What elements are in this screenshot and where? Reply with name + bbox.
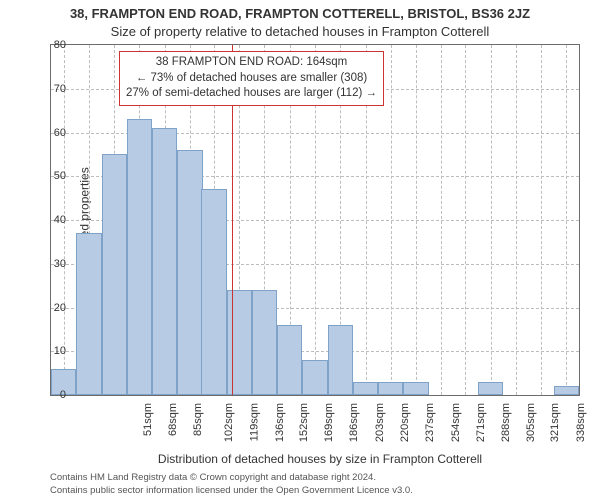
x-tick-label: 220sqm (399, 403, 411, 442)
gridline-v (465, 45, 466, 395)
x-tick-label: 102sqm (224, 403, 236, 442)
gridline-v (566, 45, 567, 395)
gridline-v (391, 45, 392, 395)
annotation-box: 38 FRAMPTON END ROAD: 164sqm← 73% of det… (119, 51, 384, 106)
histogram-bar (478, 382, 503, 395)
histogram-bar (302, 360, 327, 395)
x-tick-label: 186sqm (349, 403, 361, 442)
footer-license: Contains public sector information licen… (50, 485, 413, 496)
x-tick-label: 237sqm (424, 403, 436, 442)
histogram-bar (252, 290, 277, 395)
histogram-bar (102, 154, 127, 395)
x-tick-label: 254sqm (450, 403, 462, 442)
histogram-bar (554, 386, 579, 395)
histogram-bar (152, 128, 177, 395)
footer-copyright: Contains HM Land Registry data © Crown c… (50, 472, 376, 483)
y-tick-label: 0 (36, 389, 66, 401)
x-tick-label: 85sqm (192, 403, 204, 436)
y-tick-label: 40 (36, 214, 66, 226)
chart-root: 38, FRAMPTON END ROAD, FRAMPTON COTTEREL… (0, 0, 600, 500)
x-axis-label: Distribution of detached houses by size … (50, 452, 590, 466)
y-tick-label: 60 (36, 127, 66, 139)
histogram-bar (403, 382, 428, 395)
y-tick-label: 80 (36, 39, 66, 51)
histogram-bar (277, 325, 302, 395)
x-tick-label: 68sqm (167, 403, 179, 436)
x-tick-label: 169sqm (323, 403, 335, 442)
x-tick-label: 271sqm (475, 403, 487, 442)
histogram-bar (201, 189, 226, 395)
histogram-bar (353, 382, 378, 395)
x-tick-label: 338sqm (575, 403, 587, 442)
gridline-v (441, 45, 442, 395)
x-tick-label: 305sqm (526, 403, 538, 442)
gridline-v (416, 45, 417, 395)
chart-title-desc: Size of property relative to detached ho… (0, 24, 600, 39)
histogram-bar (177, 150, 202, 395)
histogram-bar (127, 119, 152, 395)
x-tick-label: 136sqm (274, 403, 286, 442)
histogram-bar (76, 233, 101, 395)
x-tick-label: 119sqm (248, 403, 260, 441)
gridline-v (516, 45, 517, 395)
y-tick-label: 50 (36, 170, 66, 182)
x-tick-label: 51sqm (142, 403, 154, 436)
x-tick-label: 288sqm (500, 403, 512, 442)
gridline-v (541, 45, 542, 395)
annotation-line: 38 FRAMPTON END ROAD: 164sqm (126, 55, 377, 71)
y-tick-label: 10 (36, 345, 66, 357)
plot-area: 51sqm68sqm85sqm102sqm119sqm136sqm152sqm1… (50, 44, 580, 396)
histogram-bar (227, 290, 252, 395)
annotation-line: 27% of semi-detached houses are larger (… (126, 86, 377, 102)
chart-title-address: 38, FRAMPTON END ROAD, FRAMPTON COTTEREL… (0, 6, 600, 21)
x-tick-label: 203sqm (374, 403, 386, 442)
histogram-bar (378, 382, 403, 395)
x-tick-label: 321sqm (549, 403, 561, 442)
histogram-bar (328, 325, 353, 395)
y-tick-label: 70 (36, 83, 66, 95)
annotation-line: ← 73% of detached houses are smaller (30… (126, 71, 377, 87)
y-tick-label: 20 (36, 302, 66, 314)
gridline-v (491, 45, 492, 395)
y-tick-label: 30 (36, 258, 66, 270)
x-tick-label: 152sqm (298, 403, 310, 442)
